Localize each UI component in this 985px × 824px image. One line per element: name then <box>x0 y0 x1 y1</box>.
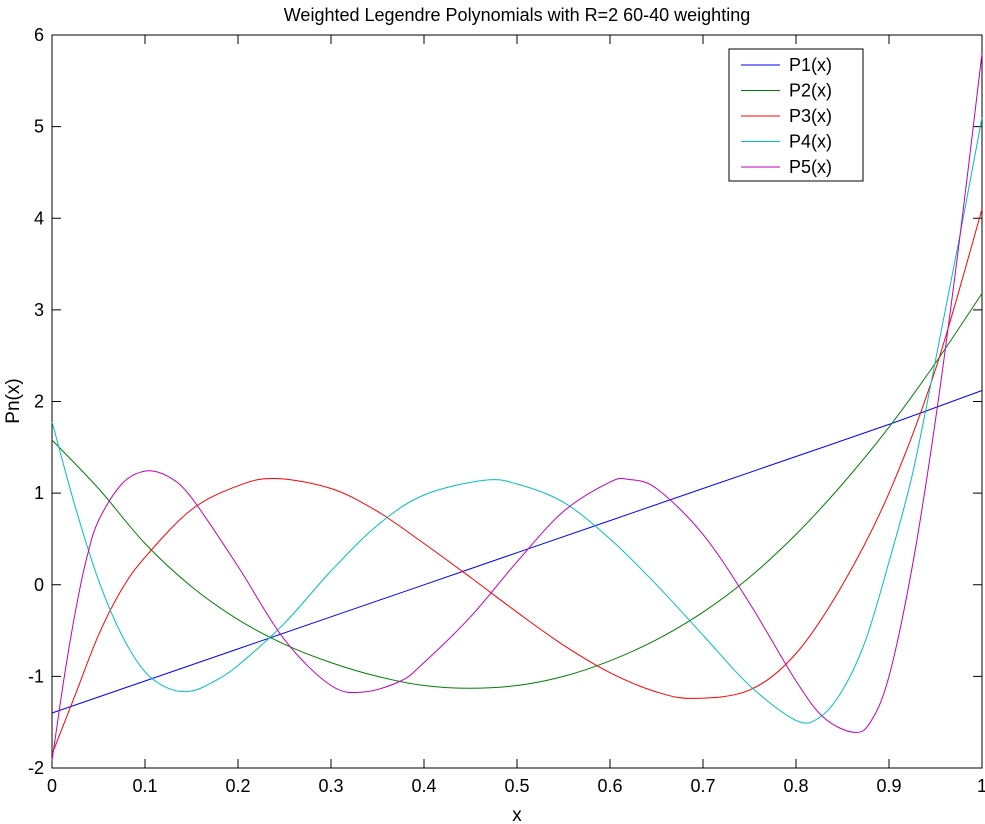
y-tick-label: 3 <box>34 300 44 320</box>
chart-title: Weighted Legendre Polynomials with R=2 6… <box>284 5 750 25</box>
x-tick-label: 0.8 <box>783 776 808 796</box>
series-line-p3 <box>51 208 983 755</box>
legend: P1(x) P2(x) P3(x) P4(x) P5(x) <box>728 48 864 182</box>
x-tick-label: 0.7 <box>690 776 715 796</box>
legend-label: P2(x) <box>789 81 832 101</box>
series-line-p5 <box>51 53 983 761</box>
y-tick-label: 5 <box>34 117 44 137</box>
legend-label: P3(x) <box>789 106 832 126</box>
y-axis-label: Pn(x) <box>3 378 24 423</box>
x-tick-label: 0.6 <box>597 776 622 796</box>
y-tick-label: 4 <box>34 208 44 228</box>
x-tick-label: 0.9 <box>876 776 901 796</box>
x-axis-label: x <box>512 805 522 824</box>
y-tick-label: -1 <box>28 666 44 686</box>
legend-label: P1(x) <box>789 55 832 75</box>
legend-label: P5(x) <box>789 157 832 177</box>
x-tick-label: 0.2 <box>225 776 250 796</box>
legend-box <box>728 48 864 182</box>
y-tick-label: 1 <box>34 483 44 503</box>
y-axis: -2 -1 0 1 2 3 4 5 6 <box>28 25 982 778</box>
legend-label: P4(x) <box>789 132 832 152</box>
x-axis: 0 0.1 0.2 0.3 0.4 0.5 0.6 0.7 0.8 0.9 1 <box>47 35 985 796</box>
series-lines <box>51 53 983 761</box>
x-tick-label: 0.3 <box>318 776 343 796</box>
y-tick-label: 0 <box>34 575 44 595</box>
y-tick-label: 6 <box>34 25 44 45</box>
y-tick-label: 2 <box>34 392 44 412</box>
x-tick-label: 1 <box>977 776 985 796</box>
series-line-p2 <box>51 293 983 689</box>
x-tick-label: 0 <box>47 776 57 796</box>
series-line-p1 <box>51 390 983 714</box>
y-tick-label: -2 <box>28 758 44 778</box>
series-line-p4 <box>51 117 983 724</box>
x-tick-label: 0.1 <box>132 776 157 796</box>
x-tick-label: 0.5 <box>504 776 529 796</box>
x-tick-label: 0.4 <box>411 776 436 796</box>
